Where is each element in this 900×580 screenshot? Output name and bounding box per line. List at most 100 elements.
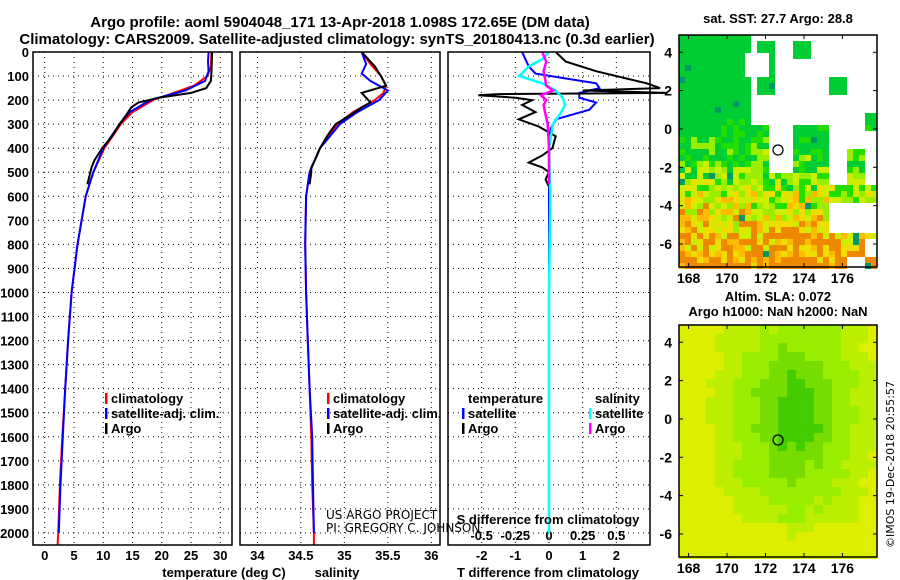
sla-map-cell	[823, 442, 832, 451]
sla-map-cell	[697, 361, 706, 370]
sst-map-cell	[691, 155, 697, 161]
sst-map-cell	[793, 161, 799, 167]
sst-map-cell	[769, 185, 775, 191]
sst-map-xtick-label: 174	[792, 270, 816, 286]
sla-map-cell	[832, 361, 841, 370]
sst-map-cell	[697, 197, 703, 203]
sst-map-cell	[841, 233, 847, 239]
sst-map-cell	[745, 251, 751, 257]
sst-map-cell	[799, 65, 805, 71]
salinity-legend-swatch	[327, 408, 330, 419]
sla-map-cell	[724, 460, 733, 469]
sst-map-cell	[829, 263, 835, 269]
sst-map-cell	[805, 47, 811, 53]
sst-map-cell	[757, 227, 763, 233]
sla-map-cell	[688, 334, 697, 343]
sst-map-cell	[769, 95, 775, 101]
sla-map-cell	[850, 478, 859, 487]
sst-map-cell	[871, 197, 877, 203]
sst-map-cell	[751, 107, 757, 113]
sst-map-cell	[769, 233, 775, 239]
sla-map-cell	[751, 379, 760, 388]
sst-map-cell	[685, 113, 691, 119]
sla-map-cell	[733, 532, 742, 541]
sst-map-cell	[865, 227, 871, 233]
sst-map-cell	[787, 221, 793, 227]
sst-map-cell	[745, 125, 751, 131]
sst-map-cell	[841, 251, 847, 257]
sla-map-xtick-label: 168	[677, 560, 701, 576]
sst-map-cell	[847, 143, 853, 149]
sst-map-cell	[757, 53, 763, 59]
sla-map-cell	[724, 325, 733, 334]
sst-map-cell	[847, 233, 853, 239]
sst-map-cell	[691, 215, 697, 221]
sst-map-cell	[829, 161, 835, 167]
sst-map-cell	[727, 113, 733, 119]
sst-map-cell	[817, 179, 823, 185]
sst-map-cell	[859, 149, 865, 155]
sst-map-cell	[715, 71, 721, 77]
sla-map-cell	[823, 478, 832, 487]
sst-map-cell	[853, 167, 859, 173]
sst-map-cell	[703, 89, 709, 95]
sst-map-cell	[829, 65, 835, 71]
sla-map-cell	[697, 460, 706, 469]
sla-map-cell	[823, 514, 832, 523]
temperature-line-climatology	[56, 51, 213, 546]
sst-map-cell	[871, 251, 877, 257]
sst-map-cell	[685, 137, 691, 143]
sla-map-cell	[688, 550, 697, 559]
sst-map-cell	[859, 119, 865, 125]
sst-map-cell	[751, 155, 757, 161]
sla-map-cell	[724, 442, 733, 451]
sst-map-cell	[799, 53, 805, 59]
sst-map-cell	[793, 221, 799, 227]
sla-map-cell	[715, 352, 724, 361]
sst-map-cell	[733, 71, 739, 77]
sla-map-cell	[832, 460, 841, 469]
sla-map-cell	[760, 451, 769, 460]
sla-map-cell	[688, 343, 697, 352]
sst-map-cell	[817, 41, 823, 47]
sla-map-cell	[787, 370, 796, 379]
sst-map-cell	[691, 95, 697, 101]
sst-map-cell	[841, 143, 847, 149]
sst-map-cell	[829, 71, 835, 77]
sst-map-cell	[763, 233, 769, 239]
sst-map-cell	[841, 53, 847, 59]
sst-map-cell	[829, 185, 835, 191]
sst-map-cell	[697, 101, 703, 107]
sst-map-cell	[721, 53, 727, 59]
sst-map-cell	[865, 59, 871, 65]
sst-map-cell	[835, 203, 841, 209]
sst-map-cell	[697, 203, 703, 209]
sst-map-cell	[865, 71, 871, 77]
sla-map-cell	[868, 460, 877, 469]
sst-map-cell	[829, 143, 835, 149]
sst-map-cell	[859, 263, 865, 269]
sla-map-cell	[769, 550, 778, 559]
sst-map-cell	[787, 149, 793, 155]
sst-map-cell	[835, 149, 841, 155]
sla-map-cell	[805, 388, 814, 397]
sst-map-xtick-label: 176	[831, 270, 855, 286]
sla-map-cell	[751, 541, 760, 550]
sst-map-cell	[811, 125, 817, 131]
sst-map-cell	[745, 113, 751, 119]
difference-legend-salinity-title: salinity	[595, 391, 641, 406]
sla-map-cell	[724, 541, 733, 550]
sst-map-cell	[751, 251, 757, 257]
sst-map-cell	[697, 179, 703, 185]
sst-map-cell	[871, 161, 877, 167]
sla-map-cell	[859, 469, 868, 478]
difference-panel-xtick-label: 2	[613, 548, 620, 563]
sst-map-cell	[679, 257, 685, 263]
sst-map-cell	[793, 227, 799, 233]
sst-map-cell	[679, 167, 685, 173]
sst-map-cell	[805, 59, 811, 65]
sst-map-cell	[739, 215, 745, 221]
sst-map-cell	[865, 47, 871, 53]
sst-map-cell	[733, 65, 739, 71]
sst-map-cell	[733, 215, 739, 221]
